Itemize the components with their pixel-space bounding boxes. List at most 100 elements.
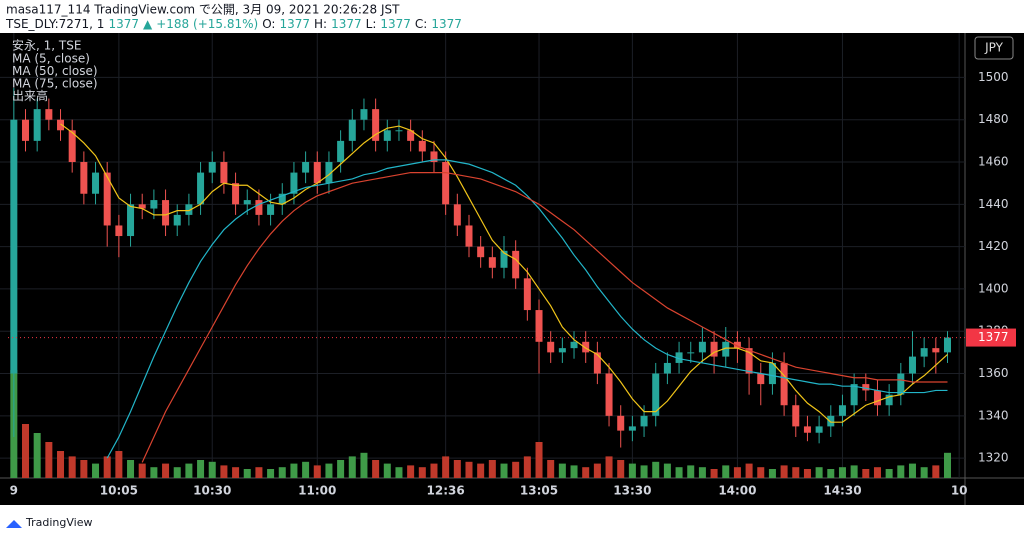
candle-body <box>792 405 800 427</box>
volume-bar <box>337 460 345 478</box>
candle-body <box>733 341 741 349</box>
candle-body <box>290 172 298 194</box>
candle-body <box>372 109 380 141</box>
candle-body <box>255 200 263 215</box>
volume-bar <box>593 463 601 478</box>
candle-body <box>302 162 310 173</box>
x-tick-label: 12:36 <box>427 484 465 498</box>
x-tick-label: 10:30 <box>193 484 231 498</box>
volume-bar <box>675 467 683 478</box>
legend-volume: 出来高 <box>12 88 48 103</box>
volume-bar <box>220 465 228 478</box>
candle-body <box>418 140 426 152</box>
x-tick-label: 13:30 <box>613 484 651 498</box>
candle-body <box>838 405 846 416</box>
candle-body <box>675 352 683 363</box>
volume-bar <box>687 465 695 478</box>
volume-bar <box>173 467 181 478</box>
candle-body <box>138 204 146 209</box>
volume-bar <box>768 469 776 478</box>
candle-body <box>535 310 543 342</box>
volume-bar <box>360 452 368 478</box>
candle-body <box>908 356 916 374</box>
volume-bar <box>792 467 800 478</box>
x-tick-label: 10 <box>951 484 968 498</box>
x-tick-label: 9 <box>10 484 18 498</box>
volume-bar <box>582 467 590 478</box>
x-tick-label: 13:05 <box>520 484 558 498</box>
candle-body <box>348 119 356 141</box>
candle-body <box>500 250 508 268</box>
candle-body <box>80 162 88 194</box>
candle-body <box>360 109 368 120</box>
volume-bar <box>407 465 415 478</box>
y-tick-label: 1420 <box>978 239 1009 253</box>
quote-part: H: <box>314 17 327 31</box>
candle-body <box>897 373 905 395</box>
candle-body <box>267 204 275 215</box>
volume-bar <box>733 467 741 478</box>
quote-part: L: <box>366 17 377 31</box>
candle-body <box>208 162 216 173</box>
candle-body <box>710 341 718 357</box>
volume-bar <box>348 456 356 478</box>
volume-bar <box>162 463 170 478</box>
candle-body <box>232 183 240 205</box>
candle-body <box>780 362 788 406</box>
candle-body <box>558 348 566 353</box>
volume-bar <box>547 460 555 478</box>
volume-bar <box>22 424 30 478</box>
plot-background <box>0 33 1024 505</box>
quote-part: 1377 <box>279 17 310 31</box>
candle-body <box>337 140 345 163</box>
volume-bar <box>197 460 205 478</box>
quote-part: +188 (+15.81%) <box>156 17 258 31</box>
volume-bar <box>278 467 286 478</box>
candle-body <box>173 214 181 226</box>
quote-line: TSE_DLY:7271, 1 1377 ▲ +188 (+15.81%) O: 1377… <box>5 17 462 31</box>
candle-body <box>220 162 228 184</box>
candle-body <box>722 341 730 357</box>
volume-bar <box>640 465 648 478</box>
volume-bar <box>243 469 251 478</box>
quote-part: ▲ <box>143 17 153 31</box>
volume-bar <box>80 460 88 478</box>
candle-body <box>162 200 170 226</box>
volume-bar <box>652 461 660 478</box>
volume-bar <box>103 456 111 478</box>
brand: TradingView <box>25 516 92 529</box>
volume-bar <box>803 469 811 478</box>
candle-body <box>803 426 811 433</box>
volume-bar <box>418 467 426 478</box>
volume-bar <box>535 442 543 478</box>
volume-bar <box>395 467 403 478</box>
volume-bar <box>920 467 928 478</box>
volume-bar <box>698 467 706 478</box>
candle-body <box>33 109 41 141</box>
volume-bar <box>138 463 146 478</box>
currency: JPY <box>984 41 1004 55</box>
volume-bar <box>442 456 450 478</box>
candle-body <box>523 278 531 311</box>
volume-bar <box>838 467 846 478</box>
candle-body <box>442 162 450 205</box>
candle-body <box>815 426 823 433</box>
volume-bar <box>617 460 625 478</box>
volume-bar <box>897 465 905 478</box>
volume-bar <box>232 467 240 478</box>
candle-body <box>150 200 158 209</box>
volume-bar <box>33 433 41 478</box>
candle-body <box>850 384 858 406</box>
volume-bar <box>453 460 461 478</box>
x-tick-label: 14:30 <box>823 484 861 498</box>
volume-bar <box>605 456 613 478</box>
candle-body <box>185 204 193 215</box>
candle-body <box>395 130 403 132</box>
volume-bar <box>290 463 298 478</box>
candle-body <box>768 362 776 385</box>
header-title: masa117_114 TradingView.com で公開, 3月 09, … <box>6 3 400 17</box>
volume-bar <box>150 467 158 478</box>
y-tick-label: 1500 <box>978 70 1009 84</box>
volume-bar <box>127 460 135 478</box>
y-tick-label: 1460 <box>978 155 1009 169</box>
